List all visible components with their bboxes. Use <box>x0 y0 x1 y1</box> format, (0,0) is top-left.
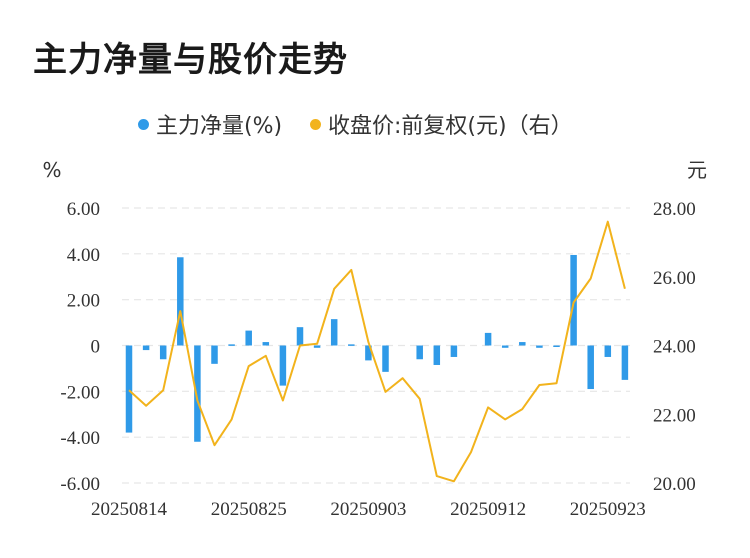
net-bar <box>296 327 304 346</box>
bar-series-net <box>125 254 629 442</box>
net-bar <box>365 345 372 361</box>
net-bar <box>536 345 543 348</box>
net-bar <box>245 330 252 346</box>
net-bar <box>330 319 338 346</box>
x-tick-label: 20250923 <box>570 499 646 520</box>
right-tick-label: 24.00 <box>653 337 696 358</box>
legend-label-net: 主力净量(%) <box>156 114 283 139</box>
right-tick-label: 26.00 <box>653 268 696 289</box>
net-bar <box>570 254 577 346</box>
net-bar <box>553 345 560 347</box>
x-tick-label: 20250912 <box>450 499 526 520</box>
right-tick-label: 22.00 <box>653 405 696 426</box>
net-bar <box>228 344 235 346</box>
left-tick-label: 6.00 <box>67 199 100 220</box>
left-tick-label: 4.00 <box>67 245 100 266</box>
right-axis-unit: 元 <box>687 158 707 182</box>
net-bar <box>125 345 133 433</box>
net-bar <box>142 345 150 351</box>
left-axis: 6.00 4.00 2.00 0 -2.00 -4.00 -6.00 <box>60 199 100 495</box>
x-tick-label: 20250903 <box>330 499 406 520</box>
net-bar <box>177 257 184 346</box>
chart-title: 主力净量与股价走势 <box>33 40 348 80</box>
net-bar <box>382 345 389 372</box>
left-tick-label: -6.00 <box>60 474 100 495</box>
right-axis: 28.00 26.00 24.00 22.00 20.00 <box>653 199 696 495</box>
legend-marker-net <box>138 118 149 130</box>
net-bar <box>484 332 492 346</box>
net-bar <box>450 345 458 357</box>
net-bar <box>621 345 629 380</box>
left-tick-label: 2.00 <box>67 291 100 312</box>
x-tick-label: 20250814 <box>91 499 168 520</box>
right-tick-label: 20.00 <box>653 474 696 495</box>
legend-item-net[interactable]: 主力净量(%) <box>138 108 282 140</box>
legend: 主力净量(%) 收盘价:前复权(元)（右） <box>0 108 750 142</box>
net-bar <box>159 345 167 360</box>
legend-item-price[interactable]: 收盘价:前复权(元)（右） <box>310 108 573 140</box>
left-axis-unit: % <box>42 158 61 182</box>
line-series-price <box>128 220 626 483</box>
net-bar <box>433 345 441 365</box>
net-bar <box>313 345 321 348</box>
left-tick-label: 0 <box>91 337 101 358</box>
left-tick-label: -4.00 <box>60 428 100 449</box>
price-line <box>128 220 626 483</box>
net-bar <box>348 344 355 346</box>
net-bar <box>604 345 612 357</box>
net-bar <box>501 345 509 348</box>
net-bar <box>262 342 270 346</box>
net-bar <box>519 342 526 346</box>
grid-lines <box>122 207 630 484</box>
x-tick-label: 20250825 <box>211 499 287 520</box>
left-tick-label: -2.00 <box>60 382 100 403</box>
net-bar <box>416 345 423 360</box>
net-bar <box>211 345 218 364</box>
net-bar <box>194 345 201 442</box>
net-bar <box>587 345 594 390</box>
legend-label-price: 收盘价:前复权(元)（右） <box>328 114 573 139</box>
legend-marker-price <box>310 118 321 130</box>
right-tick-label: 28.00 <box>653 199 696 220</box>
x-axis: 20250814 20250825 20250903 20250912 20250923 <box>91 499 646 520</box>
net-bar <box>279 345 287 386</box>
